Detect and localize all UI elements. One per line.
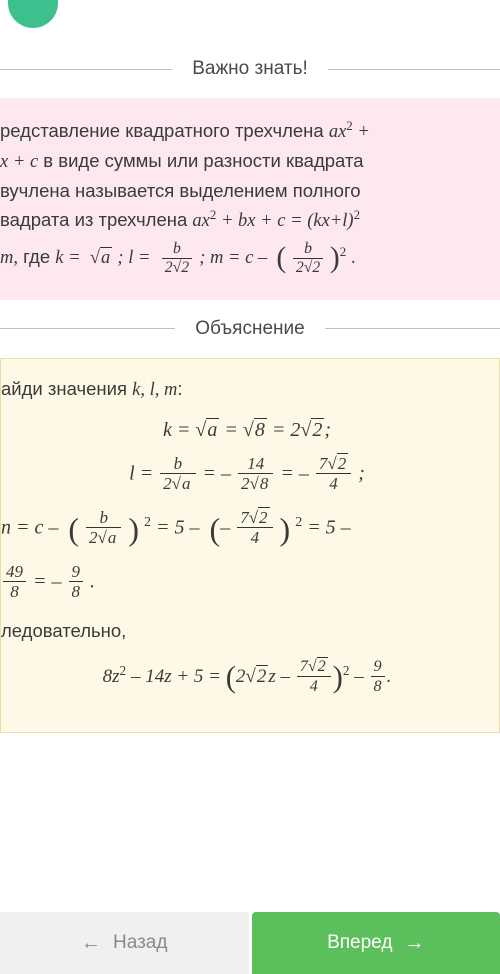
arrow-right-icon: → [404,932,424,955]
therefore-text: ледовательно, [1,620,126,641]
important-divider: Важно знать! [0,58,500,80]
divider-line [325,328,500,329]
math-ax2: ax2 + [329,122,370,142]
back-label: Назад [113,932,167,954]
math-full: ax2 + bx + c = (kx+l)2 [192,211,360,231]
pink-dot: . [351,248,356,268]
l-equation: l = b2a = – 1428 = – 724 ; [1,455,493,495]
logo-badge [8,0,58,28]
final-equation: 8z2 – 14z + 5 = (22z – 724)2 – 98. [1,655,493,701]
math-mc: ; m = c – ( b2√2 )2 [199,248,346,268]
math-m: m, [0,248,18,268]
k-equation: k = a = 8 = 22; [1,415,493,445]
find-text: айди значения [1,378,132,399]
klm: k, l, m [132,380,177,400]
important-box: редставление квадратного трехчлена ax2 +… [0,98,500,300]
explanation-box: айди значения k, l, m: k = a = 8 = 22; l… [0,358,500,733]
math-xc: x + c [0,152,38,172]
colon: : [177,378,182,399]
content: Важно знать! редставление квадратного тр… [0,58,500,733]
pink-text-2: в виде суммы или разности квадрата [38,150,363,171]
forward-button[interactable]: Вперед → [252,912,500,974]
divider-line [0,328,175,329]
math-k: k = a [55,248,112,268]
pink-text-3: вучлена называется выделением полного [0,180,361,201]
important-label: Важно знать! [172,58,328,80]
arrow-left-icon: ← [81,932,101,955]
pink-where: где [18,246,55,267]
pink-text-1: редставление квадратного трехчлена [0,120,329,141]
divider-line [328,69,500,70]
m-equation-1: n = c – ( b2a ) 2 = 5 – (– 724 ) 2 = 5 – [1,505,493,553]
explanation-label: Объяснение [175,318,324,340]
math-l: ; l = b2√2 [117,248,194,268]
divider-line [0,69,172,70]
top-bar [0,0,500,40]
bottom-nav: ← Назад Вперед → [0,912,500,974]
m-equation-2: 498 = – 98 . [1,563,493,603]
explanation-divider: Объяснение [0,318,500,340]
forward-label: Вперед [327,932,392,954]
back-button[interactable]: ← Назад [0,912,249,974]
pink-text-4: вадрата из трехчлена [0,209,192,230]
